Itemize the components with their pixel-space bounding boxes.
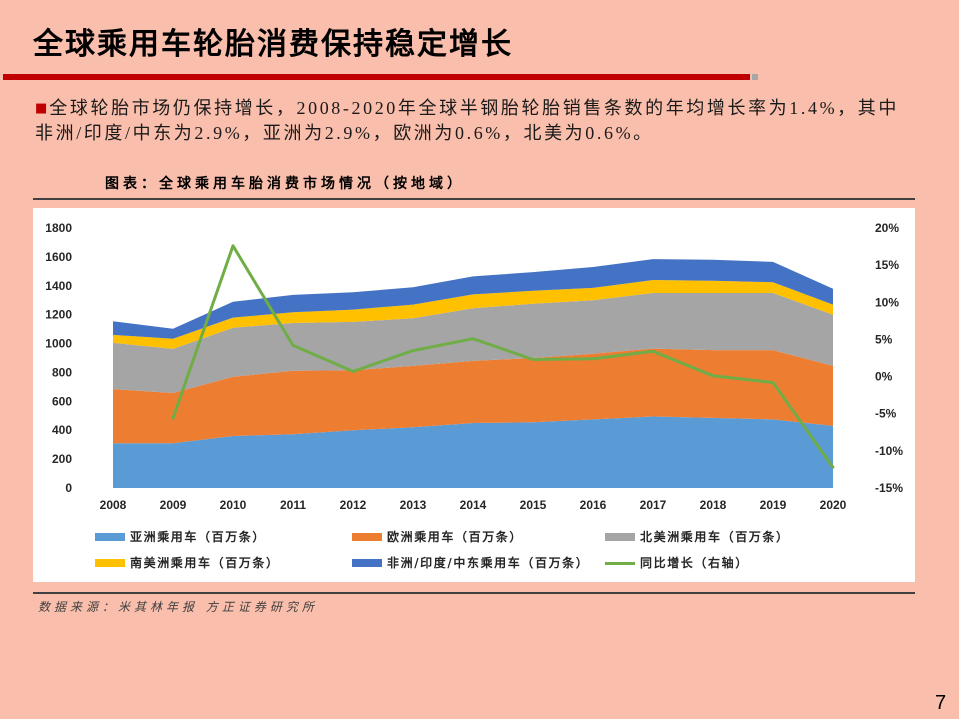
y2-axis-tick-label: 15% xyxy=(875,258,899,272)
legend-label: 亚洲乘用车（百万条） xyxy=(130,530,267,544)
source-divider xyxy=(33,592,915,594)
legend-label: 非洲/印度/中东乘用车（百万条） xyxy=(387,556,590,570)
bullet-square-icon: ■ xyxy=(35,101,48,116)
legend-item-south-america: 南美洲乘用车（百万条） xyxy=(95,555,280,571)
x-axis-tick-label: 2017 xyxy=(640,498,667,512)
x-axis-tick-label: 2020 xyxy=(820,498,847,512)
y-axis-tick-label: 200 xyxy=(52,452,72,466)
caption-divider xyxy=(33,198,915,200)
y2-axis-tick-label: 5% xyxy=(875,332,893,346)
x-axis-tick-label: 2011 xyxy=(280,498,306,512)
x-axis-tick-label: 2008 xyxy=(100,498,127,512)
page-number: 7 xyxy=(935,692,947,714)
y2-axis-tick-label: -15% xyxy=(875,481,903,495)
y2-axis-tick-label: 0% xyxy=(875,370,893,384)
line-yoy-growth xyxy=(171,244,835,469)
y-axis-tick-label: 1800 xyxy=(45,221,72,235)
chart-caption: 图表：全球乘用车胎消费市场情况（按地域） xyxy=(105,176,465,192)
y-axis-tick-label: 800 xyxy=(52,365,72,379)
legend-item-africa-india-middle-east: 非洲/印度/中东乘用车（百万条） xyxy=(352,555,589,571)
chart-panel: 0 200 400 600 800 1000 1200 1400 1600 1800 20% 15% 1… xyxy=(33,208,915,582)
chart-plot: 0 200 400 600 800 1000 1200 1400 1600 1800 20% 15% 1… xyxy=(45,221,903,512)
y-axis-tick-label: 1600 xyxy=(45,250,72,264)
y2-axis-tick-label: 10% xyxy=(875,295,899,309)
x-axis-tick-label: 2010 xyxy=(220,498,247,512)
y2-axis-tick-label: -10% xyxy=(875,444,903,458)
y-axis-tick-label: 0 xyxy=(65,481,72,495)
slide-title: 全球乘用车轮胎消费保持稳定增长 xyxy=(33,27,513,62)
body-text-line-2: 非洲/印度/中东为2.9%，亚洲为2.9%，欧洲为0.6%，北美为0.6%。 xyxy=(35,123,654,143)
legend-swatch xyxy=(95,559,125,567)
x-axis-tick-label: 2018 xyxy=(700,498,727,512)
x-axis-tick-label: 2013 xyxy=(400,498,427,512)
x-axis-tick-label: 2015 xyxy=(520,498,547,512)
chart-legend: 亚洲乘用车（百万条） 欧洲乘用车（百万条） 北美洲乘用车（百万条） 南美洲乘用车… xyxy=(33,208,915,582)
y2-axis-tick-label: 20% xyxy=(875,221,899,235)
legend-swatch xyxy=(95,533,125,541)
legend-label: 同比增长（右轴） xyxy=(640,556,749,570)
body-text-line-1: ■ 全球轮胎市场仍保持增长，2008-2020年全球半钢胎轮胎销售条数的年均增长率… xyxy=(35,96,899,121)
area-north-america xyxy=(113,293,833,393)
legend-item-europe: 欧洲乘用车（百万条） xyxy=(352,529,523,545)
y-axis-tick-label: 1000 xyxy=(45,337,72,351)
legend-swatch xyxy=(605,533,635,541)
title-accent-bar xyxy=(3,74,750,80)
legend-swatch xyxy=(352,533,382,541)
legend-label: 北美洲乘用车（百万条） xyxy=(640,530,790,544)
x-axis-tick-label: 2012 xyxy=(340,498,367,512)
x-axis-tick-label: 2019 xyxy=(760,498,787,512)
legend-item-north-america: 北美洲乘用车（百万条） xyxy=(605,529,790,545)
legend-swatch xyxy=(352,559,382,567)
legend-item-yoy-growth: 同比增长（右轴） xyxy=(605,555,749,571)
x-axis-tick-label: 2016 xyxy=(580,498,607,512)
legend-label: 南美洲乘用车（百万条） xyxy=(130,556,280,570)
area-asia xyxy=(113,416,833,488)
legend-label: 欧洲乘用车（百万条） xyxy=(387,530,524,544)
y-axis-tick-label: 400 xyxy=(52,423,72,437)
title-accent-bar-end xyxy=(752,74,758,80)
x-axis-tick-label: 2009 xyxy=(160,498,187,512)
y-axis-tick-label: 1200 xyxy=(45,308,72,322)
area-south-america xyxy=(113,280,833,349)
area-africa-india-middle-east xyxy=(113,259,833,339)
y2-axis-tick-label: -5% xyxy=(875,407,897,421)
y-axis-tick-label: 600 xyxy=(52,394,72,408)
y-axis-tick-label: 1400 xyxy=(45,279,72,293)
area-europe xyxy=(113,348,833,444)
x-axis-tick-label: 2014 xyxy=(460,498,487,512)
data-source-note: 数据来源：米其林年报 方正证券研究所 xyxy=(38,600,318,614)
legend-swatch-line xyxy=(605,561,635,565)
body-text: 全球轮胎市场仍保持增长，2008-2020年全球半钢胎轮胎销售条数的年均增长率为… xyxy=(49,98,899,118)
legend-item-asia: 亚洲乘用车（百万条） xyxy=(95,529,266,545)
